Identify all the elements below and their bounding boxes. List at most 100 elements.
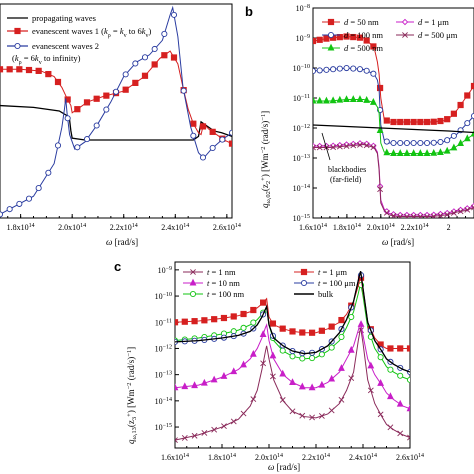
panel-a-series-marker: [103, 92, 110, 99]
legend-a-label: propagating waves: [32, 13, 96, 23]
panel-b-series-marker: [363, 142, 370, 149]
panel-b-series-marker: [397, 118, 404, 126]
panel-b-series-marker: [363, 67, 370, 74]
panel-b-series-marker: [369, 97, 377, 105]
panel-c-series-marker: [318, 412, 325, 419]
panel-b-series-marker: [350, 65, 357, 72]
panel-c-series-marker: [348, 313, 355, 321]
panel-c-series-marker: [367, 361, 375, 369]
panel-b-series-marker: [410, 149, 418, 156]
panel-c-series-marker: [347, 345, 355, 353]
panel-b-series-marker: [343, 33, 350, 40]
panel-c-series-marker: [289, 353, 296, 360]
panel-b-series-line: [313, 67, 474, 144]
legend-b-label: d = 50 nm: [344, 17, 379, 27]
panel-b-series-marker: [463, 134, 471, 142]
panel-b-series-marker: [323, 96, 330, 104]
panel-b-series-marker: [444, 137, 451, 144]
panel-c-series-marker: [387, 366, 394, 373]
panel-b-series-marker: [390, 118, 397, 126]
panel-c-series-marker: [397, 345, 404, 352]
panel-b-series-marker: [349, 95, 357, 102]
panel-a-series-marker: [209, 144, 216, 152]
panel-c-series-marker: [250, 319, 257, 326]
panel-a-series-marker: [103, 106, 110, 113]
panel-c-series-marker: [328, 407, 335, 414]
panel-c-series-marker: [377, 411, 384, 418]
panel-a-series-marker: [54, 78, 62, 86]
panel-b-series-marker: [336, 65, 343, 72]
panel-b-series-marker: [437, 212, 444, 218]
panel-b-series-marker: [457, 101, 464, 109]
panel-c-series-marker: [298, 382, 306, 390]
panel-c-y-tick-label: 10−13: [155, 371, 172, 380]
panel-c-series-marker: [377, 379, 385, 386]
panel-b-series-marker: [430, 118, 437, 125]
panel-c-series-marker: [397, 430, 404, 437]
panel-b-series-marker: [316, 67, 323, 74]
panel-b-series-marker: [430, 139, 437, 146]
panel-b-series-marker: [397, 139, 404, 147]
panel-b-series-marker: [330, 144, 337, 151]
panel-c-series-marker: [181, 382, 189, 390]
panel-a-series-marker: [74, 106, 81, 113]
panel-c-series-marker: [328, 344, 335, 351]
panel-c-series-marker: [240, 360, 247, 368]
panel-a-series-marker: [112, 88, 120, 95]
panel-b-series-marker: [383, 138, 390, 145]
panel-c-series-marker: [201, 430, 208, 436]
panel-c-series-marker: [269, 351, 277, 359]
panel-b-y-tick-label: 10−15: [293, 214, 310, 223]
panel-c-series-marker: [406, 404, 410, 412]
panel-b-series-marker: [316, 96, 324, 104]
panel-c-y-tick-label: 10−12: [155, 344, 172, 353]
panel-c-y-tick-label: 10−11: [155, 318, 172, 327]
panel-c-series-marker: [191, 432, 198, 439]
panel-c-series-marker: [309, 355, 316, 362]
panel-c-series-marker: [279, 347, 286, 354]
panel-c-series-marker: [181, 318, 188, 325]
legend-b-swatch-marker: [327, 31, 335, 39]
panel-c-x-tick-label: 2.2x1014: [302, 453, 330, 462]
panel-c-series-marker: [260, 299, 267, 306]
panel-b-y-ticks: 10−8 10−9 10−10 10−11 10−12 10−13 10−14 10−15: [293, 4, 317, 223]
panel-c-series-line: [175, 322, 410, 410]
panel-b-series-marker: [430, 148, 438, 156]
panel-b-series-marker: [437, 138, 444, 146]
panel-c-series-marker: [279, 397, 286, 403]
panel-c-series-marker: [175, 437, 178, 444]
panel-a-series-marker: [83, 136, 91, 143]
panel-c-series-line: [175, 271, 410, 373]
panel-a-series-marker: [170, 54, 178, 61]
panel-b-x-tick-label: 1.8x1014: [333, 223, 361, 232]
panel-b-series-marker: [323, 35, 330, 42]
panel-c-y-tick-label: 10−10: [155, 292, 172, 301]
panel-c-series-marker: [348, 375, 355, 382]
legend-c-label: t = 1 μm: [318, 267, 347, 277]
panel-b-x-tick-label: 1.6x1014: [299, 223, 327, 232]
panel-b-y-tick-label: 10−13: [293, 154, 310, 163]
panel-c-series-marker: [191, 381, 198, 389]
panel-a-x-label: ω [rad/s]: [106, 237, 138, 247]
legend-c-swatch-marker: [190, 269, 196, 275]
panel-b-series-marker: [363, 96, 371, 103]
panel-c-series-marker: [318, 327, 325, 334]
panel-c-plot-area: [175, 271, 410, 444]
panel-a-series-marker: [161, 52, 168, 59]
panel-c-series-marker: [211, 426, 218, 433]
panel-b-series-marker: [323, 66, 330, 73]
panel-b-series-marker: [370, 144, 377, 151]
panel-a-series-marker: [132, 60, 139, 67]
panel-b-series-marker: [370, 43, 377, 50]
panel-a-series-marker: [54, 142, 62, 149]
panel-a-series-marker: [25, 195, 33, 202]
panel-b-series-marker: [416, 149, 424, 156]
legend-c-label: t = 100 μm: [318, 278, 356, 288]
panel-b-series-marker: [316, 144, 323, 151]
panel-c-series-marker: [175, 319, 179, 326]
panel-a-series-marker: [93, 95, 100, 102]
panel-c-y-tick-label: 10−9: [158, 266, 172, 275]
panel-b-series: [313, 33, 474, 218]
legend-b-swatch-marker: [327, 43, 335, 51]
panel-c-series-marker: [279, 369, 287, 377]
